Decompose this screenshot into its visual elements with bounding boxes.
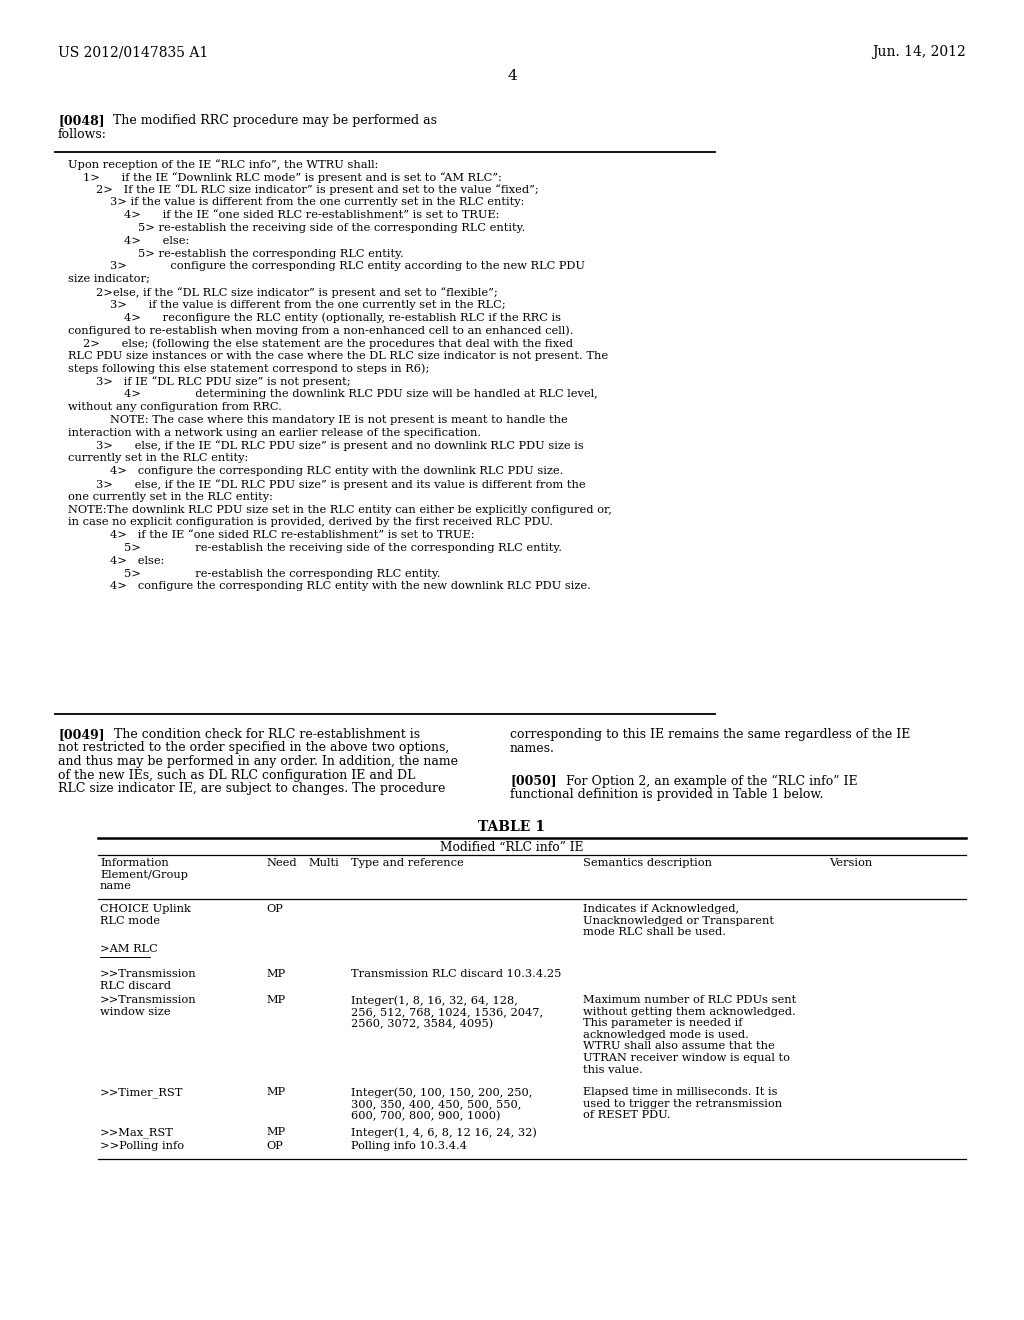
Text: Upon reception of the IE “RLC info”, the WTRU shall:: Upon reception of the IE “RLC info”, the…: [68, 158, 379, 170]
Text: For Option 2, an example of the “RLC info” IE: For Option 2, an example of the “RLC inf…: [566, 775, 858, 788]
Text: 2>else, if the “DL RLC size indicator” is present and set to “flexible”;: 2>else, if the “DL RLC size indicator” i…: [96, 286, 498, 298]
Text: 3>      else, if the IE “DL RLC PDU size” is present and its value is different : 3> else, if the IE “DL RLC PDU size” is …: [96, 479, 586, 490]
Text: 4>      reconfigure the RLC entity (optionally, re-establish RLC if the RRC is: 4> reconfigure the RLC entity (optionall…: [124, 313, 561, 323]
Text: 4>   configure the corresponding RLC entity with the downlink RLC PDU size.: 4> configure the corresponding RLC entit…: [110, 466, 563, 477]
Text: 5>               re-establish the receiving side of the corresponding RLC entity: 5> re-establish the receiving side of th…: [124, 543, 562, 553]
Text: one currently set in the RLC entity:: one currently set in the RLC entity:: [68, 492, 272, 502]
Text: >AM RLC: >AM RLC: [100, 944, 158, 954]
Text: >>Transmission
window size: >>Transmission window size: [100, 995, 197, 1016]
Text: Polling info 10.3.4.4: Polling info 10.3.4.4: [351, 1140, 467, 1151]
Text: 4>      else:: 4> else:: [124, 236, 189, 246]
Text: MP: MP: [266, 969, 285, 979]
Text: The condition check for RLC re-establishment is: The condition check for RLC re-establish…: [114, 729, 420, 741]
Text: [0049]: [0049]: [58, 729, 104, 741]
Text: >>Timer_RST: >>Timer_RST: [100, 1086, 183, 1098]
Text: 1>      if the IE “Downlink RLC mode” is present and is set to “AM RLC”:: 1> if the IE “Downlink RLC mode” is pres…: [83, 172, 502, 182]
Text: The modified RRC procedure may be performed as: The modified RRC procedure may be perfor…: [113, 114, 437, 127]
Text: Type and reference: Type and reference: [351, 858, 464, 869]
Text: 2>   If the IE “DL RLC size indicator” is present and set to the value “fixed”;: 2> If the IE “DL RLC size indicator” is …: [96, 185, 539, 195]
Text: in case no explicit configuration is provided, derived by the first received RLC: in case no explicit configuration is pro…: [68, 517, 553, 528]
Text: currently set in the RLC entity:: currently set in the RLC entity:: [68, 453, 248, 463]
Text: >>Polling info: >>Polling info: [100, 1140, 184, 1151]
Text: 4>               determining the downlink RLC PDU size will be handled at RLC le: 4> determining the downlink RLC PDU size…: [124, 389, 598, 400]
Text: steps following this else statement correspond to steps in R6);: steps following this else statement corr…: [68, 364, 429, 375]
Text: RLC size indicator IE, are subject to changes. The procedure: RLC size indicator IE, are subject to ch…: [58, 781, 445, 795]
Text: 5> re-establish the receiving side of the corresponding RLC entity.: 5> re-establish the receiving side of th…: [138, 223, 525, 234]
Text: functional definition is provided in Table 1 below.: functional definition is provided in Tab…: [510, 788, 823, 801]
Text: 3> if the value is different from the one currently set in the RLC entity:: 3> if the value is different from the on…: [110, 198, 524, 207]
Text: Integer(1, 4, 6, 8, 12 16, 24, 32): Integer(1, 4, 6, 8, 12 16, 24, 32): [351, 1127, 537, 1138]
Text: Semantics description: Semantics description: [583, 858, 712, 869]
Text: 4: 4: [507, 69, 517, 83]
Text: TABLE 1: TABLE 1: [478, 820, 546, 834]
Text: [0050]: [0050]: [510, 775, 557, 788]
Text: Transmission RLC discard 10.3.4.25: Transmission RLC discard 10.3.4.25: [351, 969, 561, 979]
Text: Information
Element/Group
name: Information Element/Group name: [100, 858, 188, 891]
Text: configured to re-establish when moving from a non-enhanced cell to an enhanced c: configured to re-establish when moving f…: [68, 326, 573, 337]
Text: 3>      else, if the IE “DL RLC PDU size” is present and no downlink RLC PDU siz: 3> else, if the IE “DL RLC PDU size” is …: [96, 441, 584, 451]
Text: Integer(50, 100, 150, 200, 250,
300, 350, 400, 450, 500, 550,
600, 700, 800, 900: Integer(50, 100, 150, 200, 250, 300, 350…: [351, 1086, 532, 1121]
Text: of the new IEs, such as DL RLC configuration IE and DL: of the new IEs, such as DL RLC configura…: [58, 768, 416, 781]
Text: 4>      if the IE “one sided RLC re-establishment” is set to TRUE:: 4> if the IE “one sided RLC re-establish…: [124, 210, 500, 220]
Text: MP: MP: [266, 995, 285, 1005]
Text: corresponding to this IE remains the same regardless of the IE: corresponding to this IE remains the sam…: [510, 729, 910, 741]
Text: Version: Version: [829, 858, 872, 869]
Text: MP: MP: [266, 1086, 285, 1097]
Text: 4>   if the IE “one sided RLC re-establishment” is set to TRUE:: 4> if the IE “one sided RLC re-establish…: [110, 531, 474, 540]
Text: Jun. 14, 2012: Jun. 14, 2012: [872, 45, 966, 59]
Text: Integer(1, 8, 16, 32, 64, 128,
256, 512, 768, 1024, 1536, 2047,
2560, 3072, 3584: Integer(1, 8, 16, 32, 64, 128, 256, 512,…: [351, 995, 543, 1030]
Text: 3>   if IE “DL RLC PDU size” is not present;: 3> if IE “DL RLC PDU size” is not presen…: [96, 376, 350, 387]
Text: US 2012/0147835 A1: US 2012/0147835 A1: [58, 45, 208, 59]
Text: >>Max_RST: >>Max_RST: [100, 1127, 174, 1138]
Text: Maximum number of RLC PDUs sent
without getting them acknowledged.
This paramete: Maximum number of RLC PDUs sent without …: [583, 995, 797, 1074]
Text: 5>               re-establish the corresponding RLC entity.: 5> re-establish the corresponding RLC en…: [124, 569, 440, 578]
Text: without any configuration from RRC.: without any configuration from RRC.: [68, 403, 282, 412]
Text: follows:: follows:: [58, 128, 106, 141]
Text: OP: OP: [266, 904, 283, 913]
Text: Elapsed time in milliseconds. It is
used to trigger the retransmission
of RESET : Elapsed time in milliseconds. It is used…: [583, 1086, 782, 1121]
Text: CHOICE Uplink
RLC mode: CHOICE Uplink RLC mode: [100, 904, 190, 925]
Text: Indicates if Acknowledged,
Unacknowledged or Transparent
mode RLC shall be used.: Indicates if Acknowledged, Unacknowledge…: [583, 904, 774, 937]
Text: not restricted to the order specified in the above two options,: not restricted to the order specified in…: [58, 742, 450, 755]
Text: 2>      else; (following the else statement are the procedures that deal with th: 2> else; (following the else statement a…: [83, 338, 573, 348]
Text: 3>      if the value is different from the one currently set in the RLC;: 3> if the value is different from the on…: [110, 300, 506, 310]
Text: OP: OP: [266, 1140, 283, 1151]
Text: NOTE: The case where this mandatory IE is not present is meant to handle the: NOTE: The case where this mandatory IE i…: [110, 414, 567, 425]
Text: interaction with a network using an earlier release of the specification.: interaction with a network using an earl…: [68, 428, 481, 438]
Text: MP: MP: [266, 1127, 285, 1137]
Text: Multi: Multi: [308, 858, 339, 869]
Text: names.: names.: [510, 742, 555, 755]
Text: size indicator;: size indicator;: [68, 275, 150, 284]
Text: >>Transmission
RLC discard: >>Transmission RLC discard: [100, 969, 197, 990]
Text: and thus may be performed in any order. In addition, the name: and thus may be performed in any order. …: [58, 755, 458, 768]
Text: 4>   configure the corresponding RLC entity with the new downlink RLC PDU size.: 4> configure the corresponding RLC entit…: [110, 581, 591, 591]
Text: RLC PDU size instances or with the case where the DL RLC size indicator is not p: RLC PDU size instances or with the case …: [68, 351, 608, 360]
Text: 3>            configure the corresponding RLC entity according to the new RLC PD: 3> configure the corresponding RLC entit…: [110, 261, 585, 272]
Text: NOTE:The downlink RLC PDU size set in the RLC entity can either be explicitly co: NOTE:The downlink RLC PDU size set in th…: [68, 504, 612, 515]
Text: Modified “RLC info” IE: Modified “RLC info” IE: [440, 841, 584, 854]
Text: [0048]: [0048]: [58, 114, 104, 127]
Text: 4>   else:: 4> else:: [110, 556, 165, 566]
Text: 5> re-establish the corresponding RLC entity.: 5> re-establish the corresponding RLC en…: [138, 248, 403, 259]
Text: Need: Need: [266, 858, 297, 869]
